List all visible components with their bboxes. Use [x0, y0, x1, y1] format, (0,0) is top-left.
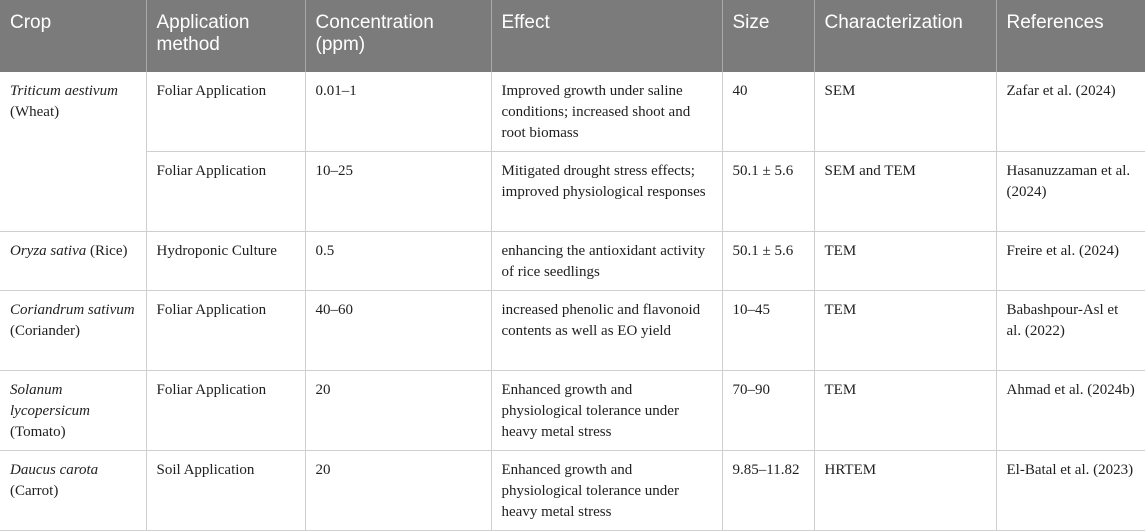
- header-characterization: Characterization: [814, 0, 997, 72]
- cell-concentration: 40–60: [305, 290, 492, 371]
- cell-crop: Oryza sativa (Rice): [0, 231, 147, 291]
- cell-method: Foliar Application: [146, 72, 306, 152]
- cell-method: Foliar Application: [146, 370, 306, 451]
- header-row: Crop Application method Concentration (p…: [0, 0, 1145, 72]
- cell-effect: Improved growth under saline conditions;…: [491, 72, 723, 152]
- cell-effect: increased phenolic and flavonoid content…: [491, 290, 723, 371]
- table-row: Triticum aestivum (Wheat) Foliar Applica…: [0, 72, 1145, 232]
- cell-effect: Enhanced growth and physiological tolera…: [491, 450, 723, 531]
- cell-reference: Ahmad et al. (2024b): [996, 370, 1145, 451]
- cell-size: 10–45: [722, 290, 815, 371]
- cell-method: Hydroponic Culture: [146, 231, 306, 291]
- header-crop: Crop: [0, 0, 147, 72]
- cell-crop: Coriandrum sativum (Coriander): [0, 290, 147, 371]
- table-row: Daucus carota (Carrot) Soil Application …: [0, 450, 1145, 531]
- cell-method: Soil Application: [146, 450, 306, 531]
- crop-common-name: (Coriander): [10, 322, 80, 339]
- cell-reference: Freire et al. (2024): [996, 231, 1145, 291]
- cell-reference: Zafar et al. (2024): [996, 72, 1145, 152]
- cell-crop: Daucus carota (Carrot): [0, 450, 147, 531]
- header-concentration: Concentration (ppm): [305, 0, 492, 72]
- table-header: Crop Application method Concentration (p…: [0, 0, 1145, 72]
- cell-characterization: SEM: [814, 72, 997, 152]
- cell-reference: El-Batal et al. (2023): [996, 450, 1145, 531]
- crop-common-name: (Carrot): [10, 482, 59, 499]
- cell-crop: Solanum lycopersicum (Tomato): [0, 370, 147, 451]
- table-row: Solanum lycopersicum (Tomato) Foliar App…: [0, 370, 1145, 451]
- cell-characterization: SEM and TEM: [814, 151, 997, 232]
- header-references: References: [996, 0, 1145, 72]
- cell-size: 40: [722, 72, 815, 152]
- crop-common-name: (Rice): [86, 242, 128, 259]
- table-body: Triticum aestivum (Wheat) Foliar Applica…: [0, 72, 1145, 531]
- cell-effect: Mitigated drought stress effects; improv…: [491, 151, 723, 232]
- cell-characterization: TEM: [814, 231, 997, 291]
- cell-characterization: TEM: [814, 290, 997, 371]
- header-effect: Effect: [491, 0, 723, 72]
- cell-concentration: 0.5: [305, 231, 492, 291]
- cell-method: Foliar Application: [146, 290, 306, 371]
- cell-concentration: 10–25: [305, 151, 492, 232]
- crop-scientific-name: Oryza sativa: [10, 242, 87, 259]
- crop-scientific-name: Daucus carota: [10, 461, 99, 478]
- table-row: Coriandrum sativum (Coriander) Foliar Ap…: [0, 290, 1145, 371]
- cell-reference: Babashpour-Asl et al. (2022): [996, 290, 1145, 371]
- table-row: Oryza sativa (Rice) Hydroponic Culture 0…: [0, 231, 1145, 291]
- cell-concentration: 20: [305, 370, 492, 451]
- cell-reference: Hasanuzzaman et al. (2024): [996, 151, 1145, 232]
- cell-concentration: 20: [305, 450, 492, 531]
- header-size: Size: [722, 0, 815, 72]
- table-row: Foliar Application 10–25 Mitigated droug…: [0, 151, 1145, 232]
- header-application-method: Application method: [146, 0, 306, 72]
- cell-concentration: 0.01–1: [305, 72, 492, 152]
- cell-effect: enhancing the antioxidant activity of ri…: [491, 231, 723, 291]
- crop-common-name: (Tomato): [10, 423, 66, 440]
- cell-crop: Triticum aestivum (Wheat): [0, 72, 147, 232]
- cell-method: Foliar Application: [146, 151, 306, 232]
- crop-common-name: (Wheat): [10, 104, 60, 120]
- crop-scientific-name: Triticum aestivum: [10, 83, 118, 99]
- cell-size: 50.1 ± 5.6: [722, 231, 815, 291]
- cell-characterization: HRTEM: [814, 450, 997, 531]
- cell-size: 9.85–11.82: [722, 450, 815, 531]
- cell-size: 70–90: [722, 370, 815, 451]
- crop-scientific-name: Coriandrum sativum: [10, 301, 135, 318]
- crop-scientific-name: Solanum lycopersicum: [10, 381, 90, 419]
- cell-characterization: TEM: [814, 370, 997, 451]
- cell-size: 50.1 ± 5.6: [722, 151, 815, 232]
- cell-effect: Enhanced growth and physiological tolera…: [491, 370, 723, 451]
